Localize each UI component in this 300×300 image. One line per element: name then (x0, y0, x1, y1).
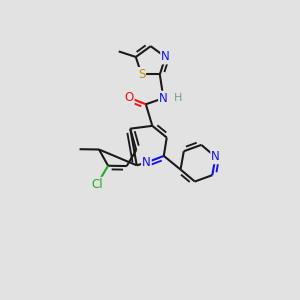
Text: N: N (211, 150, 220, 163)
Text: Cl: Cl (91, 178, 103, 191)
Text: N: N (159, 92, 168, 105)
Text: S: S (138, 68, 145, 81)
Text: O: O (124, 91, 134, 104)
Text: H: H (174, 93, 182, 103)
Text: N: N (142, 156, 151, 169)
Text: N: N (161, 50, 170, 64)
